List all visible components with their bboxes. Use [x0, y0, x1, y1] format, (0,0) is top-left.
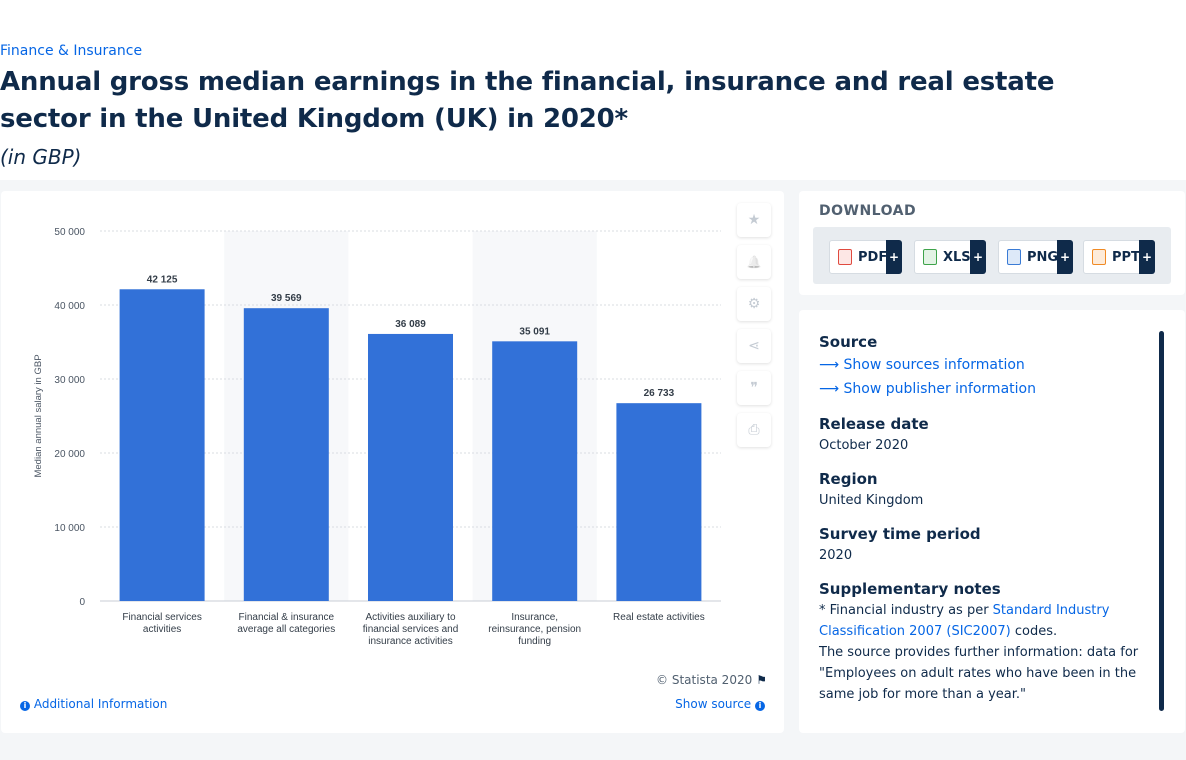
header-band [0, 0, 1186, 180]
print-icon[interactable]: ⎙ [737, 413, 771, 447]
sic2007-link[interactable]: Standard Industry Classification 2007 (S… [819, 603, 1110, 639]
pdf-file-icon [838, 249, 852, 265]
show-publisher-link[interactable]: ⟶ Show publisher information [819, 381, 1036, 397]
settings-gear-icon[interactable]: ⚙ [737, 287, 771, 321]
plus-icon[interactable]: + [886, 240, 902, 274]
show-sources-link[interactable]: ⟶ Show sources information [819, 357, 1025, 373]
page-title: Annual gross median earnings in the fina… [0, 67, 1055, 134]
notification-bell-icon[interactable]: 🔔 [737, 245, 771, 279]
show-source-link[interactable]: Show source i [675, 697, 765, 711]
x-tick-label-line: Financial services [122, 612, 201, 623]
survey-period-value: 2020 [819, 548, 853, 563]
release-date-heading: Release date [819, 415, 929, 433]
x-tick-label-line: financial services and [363, 624, 459, 635]
share-icon[interactable]: ⋖ [737, 329, 771, 363]
region-value: United Kingdom [819, 493, 924, 508]
x-tick-label-line: Real estate activities [613, 612, 705, 623]
x-tick-label: Financial services activities [122, 612, 201, 635]
download-png-button[interactable]: PNG + [998, 240, 1073, 274]
png-file-icon [1007, 249, 1021, 265]
x-tick-label-line: Financial & insurance [238, 612, 334, 623]
favorite-star-icon[interactable]: ★ [737, 203, 771, 237]
bar [492, 341, 578, 601]
x-tick-label-line: average all categories [237, 624, 335, 635]
supplementary-notes-heading: Supplementary notes [819, 580, 1001, 598]
chart-card: 0 10 000 20 000 30 000 40 000 50 000 Median an… [1, 191, 784, 733]
download-ppt-button[interactable]: PPT + [1083, 240, 1155, 274]
additional-information-label: Additional Information [33, 697, 168, 711]
show-source-label: Show source [675, 697, 752, 711]
x-tick-label-line: Activities auxiliary to [365, 612, 455, 623]
download-card: DOWNLOAD PDF + XLS + PNG + PPT + [799, 191, 1185, 295]
y-axis-label: Median annual salary in GBP [33, 354, 44, 477]
download-xls-button[interactable]: XLS + [914, 240, 986, 274]
bar [368, 333, 453, 601]
info-icon: i [20, 701, 30, 711]
bar [243, 308, 329, 601]
download-title: DOWNLOAD [819, 203, 917, 219]
region-heading: Region [819, 470, 878, 488]
chart-toolbar: ★ 🔔 ⚙ ⋖ ❞ ⎙ [737, 203, 773, 455]
release-date-value: October 2020 [819, 438, 909, 453]
bar [616, 403, 702, 601]
data-label: 42 125 [147, 274, 178, 285]
data-label: 36 089 [395, 319, 426, 330]
survey-period-heading: Survey time period [819, 525, 981, 543]
download-buttons: PDF + XLS + PNG + PPT + [813, 227, 1171, 284]
y-tick-label: 10 000 [54, 523, 85, 534]
y-tick-label: 40 000 [54, 301, 85, 312]
data-label: 35 091 [519, 326, 550, 337]
scrollbar[interactable] [1159, 331, 1164, 711]
info-icon: i [755, 701, 765, 711]
bar-chart: 0 10 000 20 000 30 000 40 000 50 000 Median an… [33, 227, 721, 647]
plus-icon[interactable]: + [1057, 240, 1073, 274]
data-label: 39 569 [271, 293, 302, 304]
download-pdf-button[interactable]: PDF + [829, 240, 902, 274]
x-tick-label-line: insurance activities [368, 636, 452, 647]
y-tick-label: 0 [79, 597, 85, 608]
x-tick-label-line: funding [518, 636, 551, 647]
x-tick-label: Insurance, reinsurance, pension funding [488, 612, 581, 647]
arrow-right-icon: ⟶ [819, 381, 840, 397]
additional-information-link[interactable]: i Additional Information [20, 697, 167, 711]
report-flag-icon[interactable]: ⚑ [756, 673, 767, 687]
citation-quote-icon[interactable]: ❞ [737, 371, 771, 405]
plus-icon[interactable]: + [1139, 240, 1155, 274]
x-tick-label-line: Insurance, [511, 612, 558, 623]
supplementary-notes: * Financial industry as per Standard Ind… [819, 603, 1139, 702]
ppt-file-icon [1092, 249, 1106, 265]
x-tick-label: Real estate activities [613, 612, 705, 623]
y-tick-label: 50 000 [54, 227, 85, 238]
x-tick-label: Financial & insurance average all categor… [237, 612, 335, 635]
source-heading: Source [819, 333, 878, 351]
breadcrumb[interactable]: Finance & Insurance [0, 43, 143, 59]
bar [119, 289, 205, 601]
copyright: © Statista 2020 ⚑ [656, 673, 767, 687]
y-tick-label: 20 000 [54, 449, 85, 460]
arrow-right-icon: ⟶ [819, 357, 840, 373]
x-tick-label: Activities auxiliary to financial service… [363, 612, 459, 647]
data-label: 26 733 [644, 388, 675, 399]
page-subtitle: (in GBP) [0, 145, 82, 169]
plus-icon[interactable]: + [970, 240, 986, 274]
y-tick-label: 30 000 [54, 375, 85, 386]
x-tick-label-line: activities [143, 624, 181, 635]
xls-file-icon [923, 249, 937, 265]
x-tick-label-line: reinsurance, pension [488, 624, 581, 635]
statistic-details-card: Source ⟶ Show sources information ⟶ Show… [799, 310, 1185, 733]
